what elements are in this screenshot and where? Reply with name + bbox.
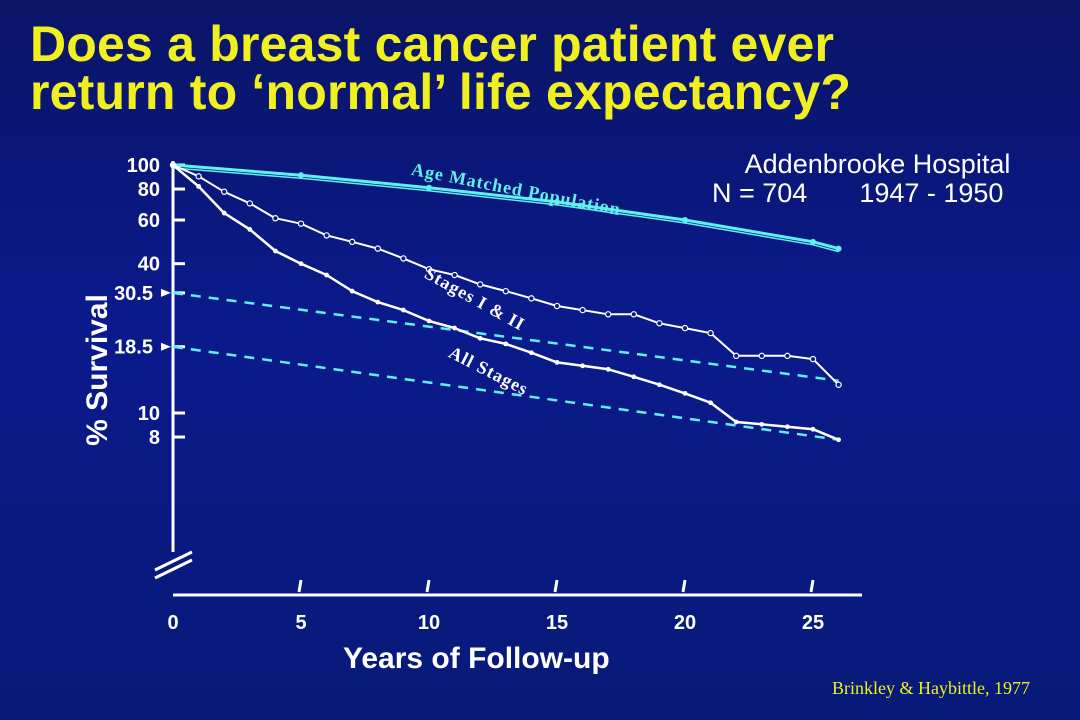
trend-line [172, 291, 839, 382]
y-marked-label: 18.5 [114, 337, 153, 359]
x-tick [425, 579, 431, 593]
data-point [554, 359, 560, 365]
data-point [835, 245, 842, 252]
data-point [579, 306, 586, 314]
data-point [349, 288, 355, 294]
data-point [529, 350, 534, 356]
x-tick-label: 5 [295, 612, 306, 634]
data-point [349, 238, 356, 246]
axis-break-mark [154, 558, 193, 580]
data-point [835, 381, 842, 388]
x-tick [809, 579, 815, 593]
data-point [682, 217, 688, 224]
x-tick [553, 579, 559, 593]
title-line-1: Does a breast cancer patient ever [30, 16, 835, 72]
y-tick-label: 8 [149, 427, 160, 449]
data-point [298, 261, 304, 267]
x-tick [297, 579, 303, 593]
study-years: 1947 - 1950 [859, 178, 1004, 208]
x-tick [681, 579, 687, 593]
data-point [605, 366, 611, 372]
data-point [605, 311, 612, 318]
data-point [324, 272, 329, 278]
data-point [195, 173, 202, 180]
data-point [246, 200, 253, 207]
data-point [247, 226, 253, 232]
data-point [553, 302, 561, 310]
data-point [297, 220, 305, 227]
data-point [708, 400, 713, 406]
data-point [707, 329, 714, 337]
data-point [630, 311, 638, 318]
data-point [809, 355, 817, 363]
data-point [503, 341, 509, 347]
sample-size: N = 704 [712, 178, 808, 208]
data-point [221, 210, 227, 216]
data-point [323, 232, 330, 239]
data-point [220, 188, 228, 195]
study-info: Addenbrooke Hospital N = 704 1947 - 1950 [700, 150, 1055, 208]
data-point [580, 363, 585, 369]
data-point [502, 287, 509, 295]
data-point [759, 421, 765, 427]
series-label: All Stages [446, 342, 532, 399]
data-point [656, 320, 663, 327]
x-tick-label: 10 [418, 612, 440, 634]
x-tick-label: 15 [546, 612, 568, 634]
axis-break-mark [154, 550, 193, 572]
slide-title: Does a breast cancer patient ever return… [30, 16, 852, 120]
data-point [272, 215, 279, 222]
data-point [298, 172, 304, 179]
y-axis-label: % Survival [80, 294, 114, 446]
data-point [785, 424, 790, 430]
y-marker-arrow [161, 342, 171, 351]
data-point [810, 238, 816, 245]
data-point [196, 183, 202, 189]
data-point [451, 271, 458, 279]
data-point [733, 419, 739, 425]
data-point [477, 281, 484, 288]
data-point [477, 335, 483, 341]
y-marker-arrow [161, 288, 171, 297]
data-point [631, 374, 637, 380]
data-point [425, 266, 433, 273]
data-point [273, 248, 278, 254]
data-point [784, 352, 791, 360]
data-point [657, 382, 662, 388]
data-point [374, 245, 381, 252]
data-point [375, 299, 381, 305]
data-point [554, 198, 560, 205]
data-point [682, 390, 688, 396]
y-tick-label: 40 [138, 254, 160, 276]
x-axis-label: Years of Follow-up [343, 642, 610, 675]
y-tick-label: 60 [138, 210, 160, 232]
title-line-2: return to ‘normal’ life expectancy? [30, 64, 852, 120]
x-tick-label: 0 [167, 612, 178, 634]
y-tick-label: 10 [138, 403, 160, 425]
data-point [733, 352, 740, 360]
data-point [401, 307, 406, 313]
trend-line [172, 345, 839, 441]
study-size-row: N = 704 1947 - 1950 [700, 179, 1055, 208]
series-line [172, 164, 840, 441]
data-point [758, 352, 766, 360]
data-point [426, 184, 432, 191]
data-point [681, 324, 689, 332]
hospital-name: Addenbrooke Hospital [744, 149, 1011, 179]
x-tick-label: 20 [674, 612, 696, 634]
y-tick-label: 80 [138, 179, 160, 201]
data-point [528, 295, 535, 302]
data-point [452, 325, 457, 331]
citation: Brinkley & Haybittle, 1977 [832, 678, 1030, 698]
y-marked-label: 30.5 [114, 283, 153, 305]
data-point [426, 318, 432, 324]
data-point [170, 162, 176, 168]
x-tick-label: 25 [802, 612, 824, 634]
data-point [400, 255, 407, 262]
y-tick-label: 100 [127, 155, 160, 177]
data-point [836, 437, 841, 443]
data-point [810, 426, 816, 432]
series-line [172, 164, 840, 386]
